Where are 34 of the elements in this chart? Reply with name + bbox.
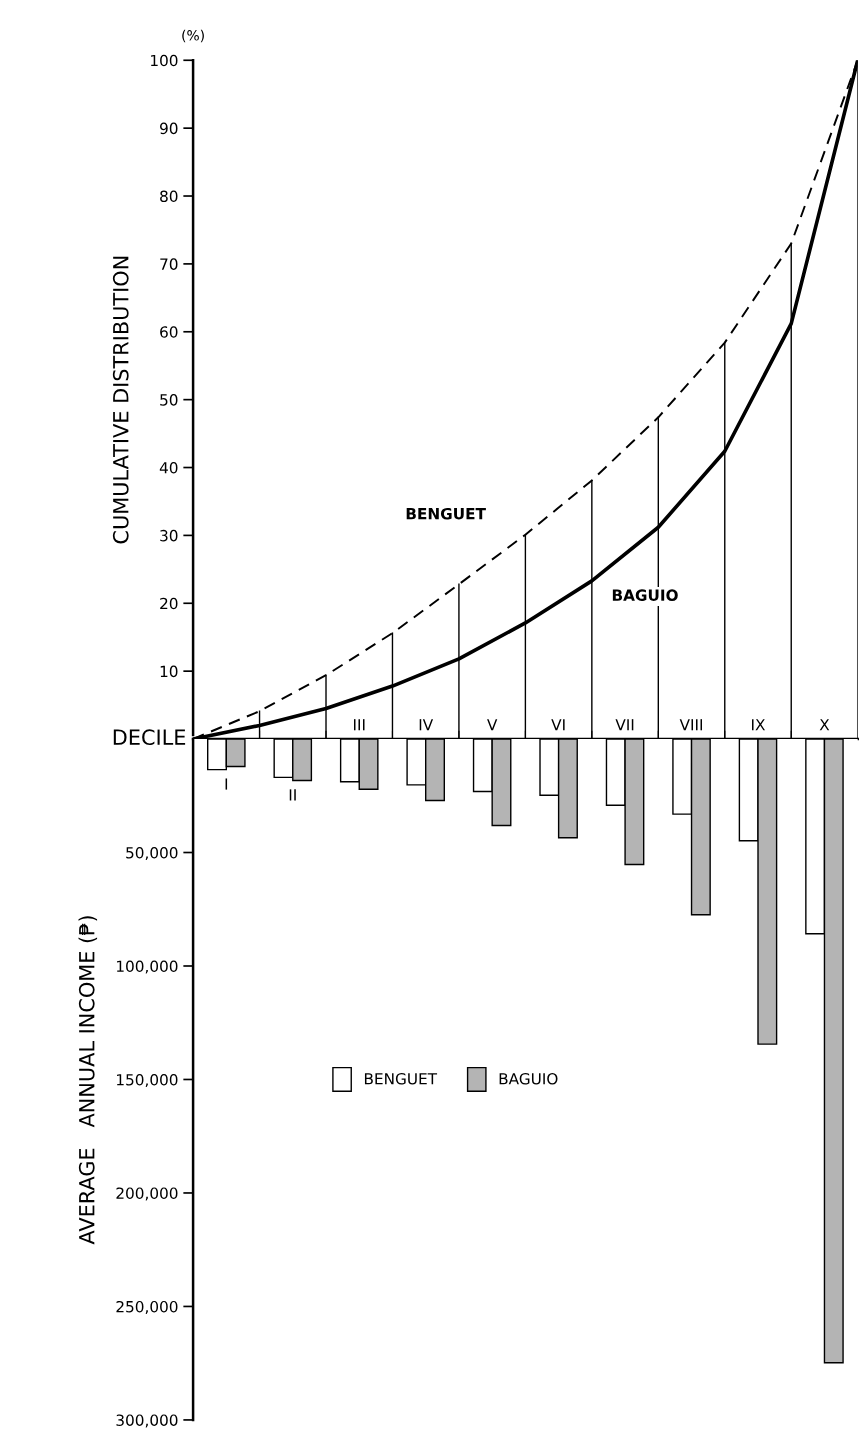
x-tick-label: IX — [752, 719, 766, 731]
legend-label: BENGUET — [364, 1072, 438, 1085]
y-tick-label: 150,000 — [117, 1073, 178, 1088]
text: (%) — [182, 29, 204, 43]
x-tick-label: V — [487, 719, 498, 731]
x-tick-label: IV — [419, 719, 434, 731]
x-tick-label: X — [819, 719, 830, 731]
y-tick-label: 100,000 — [117, 960, 178, 974]
y-axis-title: CUMULATIVE DISTRIBUTION — [112, 256, 129, 544]
y-tick-label: 50,000 — [126, 846, 178, 861]
y-tick-label: 200,000 — [116, 1187, 178, 1201]
y-tick-label: 30 — [160, 529, 178, 542]
y-tick-label: 100 — [151, 54, 178, 67]
y-axis-title: AVERAGE ANNUAL INCOME (₱) — [78, 916, 98, 1245]
x-tick-label: II — [289, 789, 296, 801]
x-tick-label: VIII — [679, 719, 703, 731]
y-tick-label: 50 — [160, 394, 178, 406]
x-tick-label: I — [225, 778, 228, 790]
x-tick-label: VI — [551, 719, 565, 731]
y-tick-label: 60 — [160, 326, 178, 338]
y-tick-label: 250,000 — [116, 1300, 178, 1315]
legend-label: BAGUIO — [499, 1072, 558, 1085]
y-tick-label: 80 — [160, 190, 178, 203]
x-tick-label: VII — [615, 719, 634, 731]
y-tick-label: 40 — [159, 461, 178, 474]
text: BENGUET — [406, 507, 486, 520]
series-label: BAGUIO — [612, 589, 678, 601]
x-axis-title: DECILE — [113, 729, 186, 746]
y-tick-label: 10 — [160, 665, 178, 678]
y-tick-label: 20 — [160, 597, 178, 610]
y-tick-label: 90 — [160, 122, 178, 135]
y-tick-label: 300,000 — [116, 1414, 178, 1428]
x-tick-label: III — [353, 719, 365, 731]
y-tick-label: 70 — [160, 258, 178, 270]
